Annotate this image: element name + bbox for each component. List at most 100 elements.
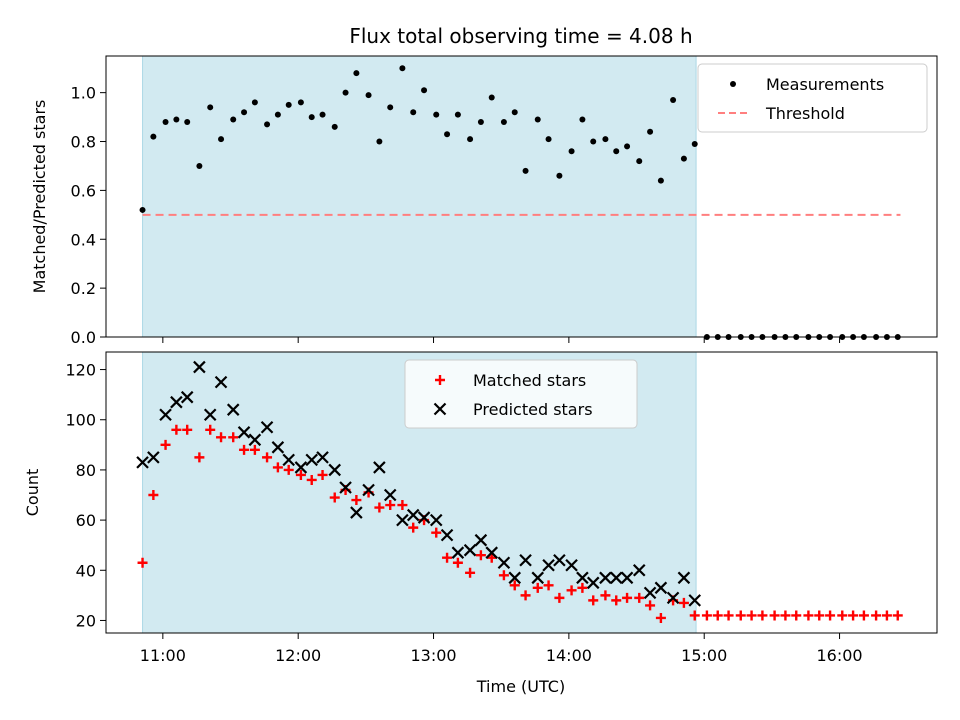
predicted-stars-point [248, 433, 262, 447]
measurements-point [241, 109, 248, 116]
matched-stars-point [171, 424, 182, 435]
predicted-stars-point [180, 390, 194, 404]
predicted-stars-point [339, 481, 352, 494]
measurements-point [522, 167, 529, 174]
measurements-point [444, 131, 451, 138]
predicted-stars-point [260, 420, 274, 434]
y-tick-label: 20 [76, 611, 96, 630]
legend-measurements-marker [730, 81, 736, 87]
measurements-point [647, 128, 654, 135]
predicted-stars-point [214, 375, 228, 389]
matched-stars-point [374, 502, 385, 513]
measurements-point [331, 123, 338, 130]
measurements-point [196, 162, 203, 169]
predicted-stars-point [553, 553, 566, 567]
measurements-point [184, 118, 191, 125]
matched-stars-point [678, 597, 689, 608]
matched-stars-point [780, 610, 791, 621]
matched-stars-point [160, 439, 171, 450]
matched-stars-point [858, 610, 869, 621]
predicted-stars-point [654, 581, 668, 595]
legend-threshold-label: Threshold [765, 104, 845, 123]
matched-stars-point [306, 474, 317, 485]
matched-stars-point [205, 424, 216, 435]
matched-stars-point [814, 610, 825, 621]
legend-matched-stars-label: Matched stars [473, 371, 586, 390]
measurements-point [319, 111, 326, 118]
matched-stars-point [655, 612, 666, 623]
measurements-point [353, 70, 360, 77]
predicted-stars-point [688, 594, 702, 607]
measurements-point [207, 104, 214, 111]
matched-stars-point [588, 595, 599, 606]
x-tick-label: 12:00 [275, 646, 321, 665]
measurements-point [376, 138, 383, 145]
y-tick-label: 120 [65, 361, 96, 380]
matched-stars-point [543, 580, 554, 591]
measurements-point [308, 114, 315, 121]
x-tick-label: 14:00 [546, 646, 592, 665]
matched-stars-point [611, 595, 622, 606]
y-tick-label: 0.2 [71, 279, 96, 298]
x-tick-label: 13:00 [410, 646, 456, 665]
y-tick-label: 1.0 [71, 84, 96, 103]
measurements-point [657, 177, 664, 184]
predicted-stars-point [620, 571, 634, 585]
matched-stars-point [645, 600, 656, 611]
measurements-point [399, 65, 406, 72]
predicted-stars-point [531, 571, 545, 585]
measurements-point [173, 116, 180, 123]
predicted-stars-point [282, 453, 295, 467]
predicted-stars-point [440, 528, 454, 542]
matched-stars-point [351, 495, 362, 506]
x-tick-label: 11:00 [140, 646, 186, 665]
y-tick-label: 0.0 [71, 328, 96, 347]
measurements-point [342, 89, 349, 96]
measurements-point [500, 118, 507, 125]
predicted-stars-point [305, 453, 318, 467]
predicted-stars-point [417, 511, 431, 524]
y-axis-label: Matched/Predicted stars [30, 100, 49, 294]
y-tick-label: 60 [76, 511, 96, 530]
matched-stars-point [520, 590, 531, 601]
matched-stars-point [498, 570, 509, 581]
axes-frame [105, 55, 938, 338]
matched-stars-point [600, 590, 611, 601]
measurements-point [251, 99, 258, 106]
bottom-panel: 20 40 60 80 100 120 11:00 12:00 13:00 14:00 15:00 1… [23, 351, 938, 665]
measurements-point [150, 133, 157, 140]
predicted-stars-point [396, 513, 409, 527]
matched-stars-point [554, 592, 565, 603]
matched-stars-point [249, 444, 260, 455]
legend-matched-stars-marker [435, 375, 445, 385]
predicted-stars-point [609, 571, 623, 585]
matched-stars-point [475, 550, 486, 561]
predicted-stars-point [451, 546, 465, 559]
matched-stars-point [317, 469, 328, 480]
top-panel: 0.0 0.2 0.4 0.6 0.8 1.0 Matched/Predicted star… [30, 55, 938, 347]
observing-span-shade [142, 55, 697, 338]
matched-stars-point [239, 444, 250, 455]
x-axis-label: Time (UTC) [476, 677, 565, 696]
matched-stars-point [486, 552, 497, 563]
matched-stars-point [634, 592, 645, 603]
legend-measurements-label: Measurements [766, 75, 884, 94]
predicted-stars-point [643, 586, 657, 600]
matched-stars-point [228, 432, 239, 443]
predicted-stars-point [193, 360, 206, 374]
measurements-point [613, 148, 620, 155]
measurements-point [636, 158, 643, 165]
measurements-point [230, 116, 237, 123]
matched-stars-point [622, 592, 633, 603]
predicted-stars-point [542, 558, 555, 572]
matched-stars-point [735, 610, 746, 621]
y-axis-label: Count [23, 469, 42, 517]
predicted-stars-point [565, 558, 578, 572]
measurements-point [556, 172, 563, 179]
predicted-stars-point [383, 488, 397, 502]
predicted-stars-point [271, 441, 285, 454]
predicted-stars-point [576, 571, 589, 585]
y-tick-label: 40 [76, 561, 96, 580]
predicted-stars-point [586, 576, 600, 590]
predicted-stars-point [362, 483, 375, 497]
